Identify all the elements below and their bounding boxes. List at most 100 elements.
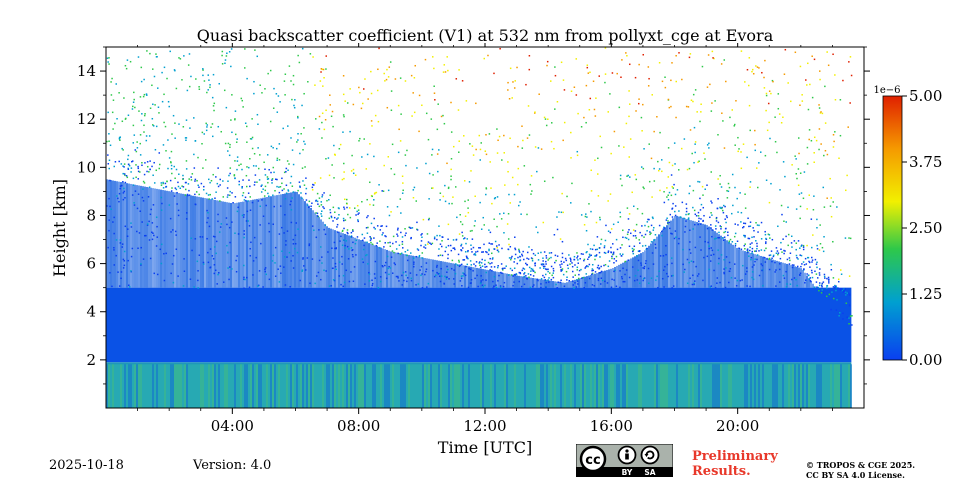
backscatter-point [465,265,467,268]
backscatter-point [838,157,840,159]
surface-band-column [402,364,404,408]
backscatter-point [108,57,110,59]
backscatter-point [338,213,340,216]
backscatter-point [482,216,485,219]
backscatter-point [135,150,138,153]
backscatter-point [293,106,296,109]
backscatter-point [222,196,225,198]
backscatter-point [387,267,389,270]
backscatter-point [503,232,505,234]
backscatter-point [462,259,464,261]
backscatter-point [624,236,627,239]
backscatter-point [746,285,748,287]
backscatter-point [130,270,132,272]
backscatter-point [333,177,335,179]
signal-column [610,268,612,288]
backscatter-point [439,243,442,245]
backscatter-point [198,88,201,91]
backscatter-point [152,125,155,127]
backscatter-point [846,292,849,294]
backscatter-point [190,179,193,181]
backscatter-point [731,109,734,111]
backscatter-point [281,250,283,253]
backscatter-point [528,266,531,269]
backscatter-point [514,80,516,82]
backscatter-point [514,257,516,260]
backscatter-point [300,192,302,194]
surface-band-column [196,364,198,408]
backscatter-point [346,231,349,234]
backscatter-point [206,237,208,240]
backscatter-point [196,179,198,182]
signal-column [668,222,670,288]
backscatter-point [663,227,666,229]
backscatter-point [612,251,615,254]
backscatter-point [780,241,782,244]
backscatter-point [456,216,458,219]
backscatter-point [513,267,516,270]
backscatter-point [231,131,233,134]
backscatter-point [353,207,356,209]
backscatter-point [160,196,163,199]
backscatter-point [822,186,825,189]
backscatter-point [689,185,691,187]
backscatter-point [824,149,827,152]
backscatter-point [306,204,309,206]
signal-column [240,201,242,288]
colorbar-tick-label: 3.75 [909,153,942,171]
backscatter-point [796,256,798,259]
backscatter-point [368,271,370,274]
backscatter-point [615,260,618,262]
backscatter-point [744,193,746,195]
backscatter-point [834,287,836,289]
backscatter-point [119,242,122,244]
footer-version: Version: 4.0 [193,458,272,473]
backscatter-point [358,212,360,214]
signal-column [736,247,738,288]
backscatter-point [301,269,304,271]
backscatter-point [779,263,781,265]
backscatter-point [795,208,798,210]
backscatter-point [681,78,683,81]
backscatter-point [208,178,210,181]
backscatter-point [364,283,366,285]
backscatter-point [436,128,439,131]
signal-column [472,267,474,288]
backscatter-point [577,283,579,285]
backscatter-point [509,137,511,140]
backscatter-point [698,181,701,183]
backscatter-point [635,110,637,112]
signal-column [758,255,760,288]
backscatter-point [201,236,204,238]
backscatter-point [839,288,841,290]
backscatter-point [264,185,267,188]
surface-band-column [432,364,434,408]
signal-column [268,196,270,288]
backscatter-point [752,227,754,229]
backscatter-point [806,146,809,149]
signal-column [382,248,384,288]
backscatter-point [655,279,657,281]
backscatter-point [667,220,669,222]
backscatter-point [331,247,333,249]
backscatter-point [437,254,440,257]
signal-column [108,179,110,288]
backscatter-point [174,187,177,189]
backscatter-point [626,233,629,236]
backscatter-point [259,84,261,86]
signal-column [248,200,250,288]
backscatter-point [444,275,446,278]
backscatter-point [673,142,676,144]
backscatter-point [547,268,549,271]
backscatter-point [694,223,696,226]
signal-column [112,180,114,288]
backscatter-point [374,277,376,279]
backscatter-point [832,286,835,288]
surface-band-column [442,364,444,408]
backscatter-point [276,111,279,113]
backscatter-point [834,98,837,101]
backscatter-point [749,181,752,183]
backscatter-point [733,263,736,265]
backscatter-point [826,153,829,156]
backscatter-point [718,257,720,260]
